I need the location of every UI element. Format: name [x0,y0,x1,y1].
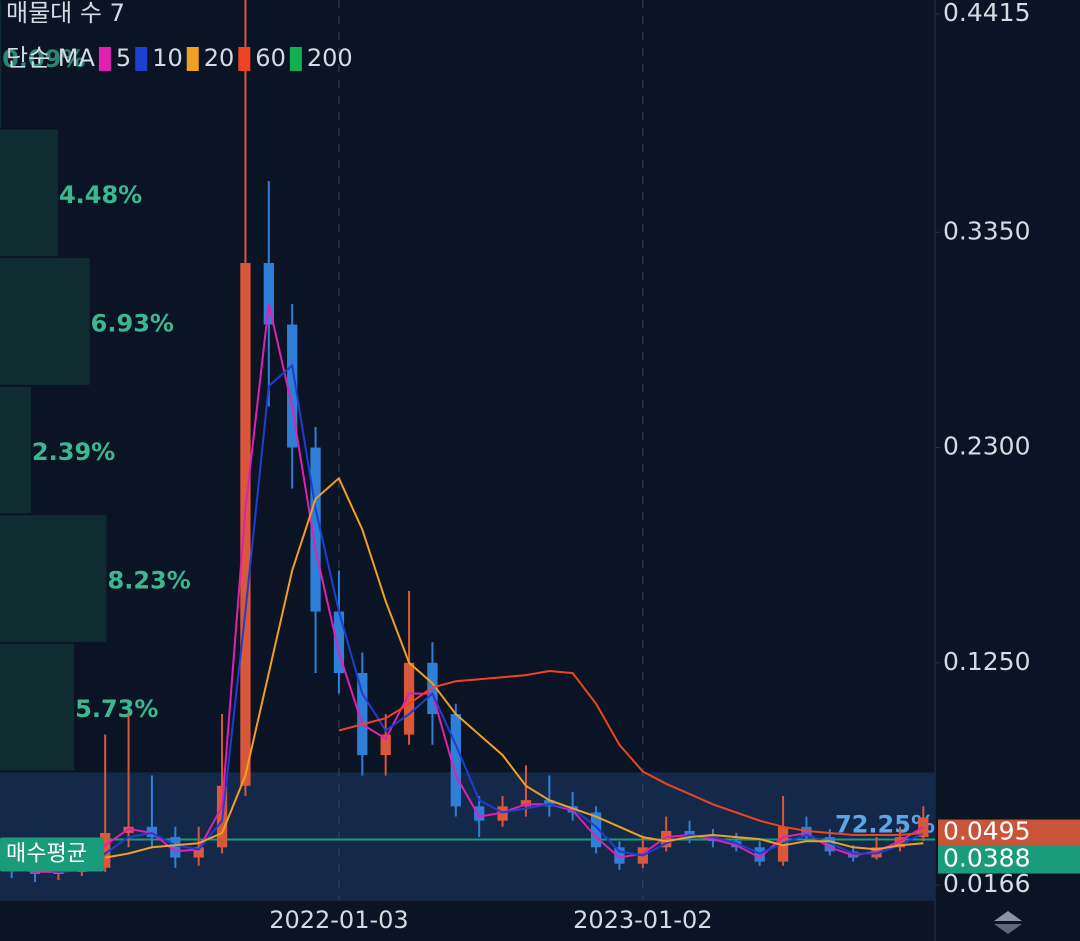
candle-body [661,830,672,848]
candle-body [146,826,158,838]
candle-body [684,830,695,838]
legend-label: 60 [255,44,286,72]
candle-body [450,714,461,807]
x-tick-label: 2022-01-03 [269,906,408,934]
volume-profile-label: 2.39% [32,438,115,466]
volume-profile-label: 0.09% [2,45,85,73]
candle-body [240,263,251,786]
candle-body [801,826,812,838]
ma-line [105,476,924,859]
candle-body [53,871,64,874]
last-price-label: 0.0495 [943,817,1030,846]
candle-body [380,734,391,756]
volume-profile-bar [0,515,107,642]
legend-swatch [135,47,148,71]
volume-profile-bar [0,258,90,385]
volume-profile-bar [0,643,75,771]
candle-body [544,800,555,807]
volume-profile-bar [0,386,31,514]
volume-profile-label: 6.93% [91,309,174,337]
volume-profile-label: 8.23% [108,567,191,595]
volume-profile-bar [0,129,58,257]
down-arrow[interactable] [994,924,1022,934]
avg-price-box [938,845,1080,874]
candle-body [474,806,485,821]
avg-price-tag [0,837,104,872]
avg-price-tag-label: 매수평균 [6,842,87,867]
volume-profile-label: 4.48% [59,181,142,209]
chart-title: 매물대 수 7 [6,0,125,27]
y-tick-label: 0.4415 [943,0,1030,27]
legend-label: 20 [204,44,235,72]
avg-price-label: 0.0388 [943,844,1030,873]
last-price-box [938,819,1080,846]
candle-body [170,837,181,858]
candle-body [287,324,298,448]
candle-body [871,847,882,858]
legend-label: 200 [307,44,353,72]
x-tick-label: 2023-01-02 [573,906,712,934]
scroll-icon[interactable] [994,911,1022,934]
ma-line [338,669,924,836]
up-arrow[interactable] [994,911,1022,921]
candle-body [357,673,368,756]
legend-label: 10 [152,44,183,72]
legend-title: 단순 MA [6,44,95,72]
y-tick-label: 0.1250 [943,647,1030,676]
candle-body [263,263,274,325]
y-tick-label: 0.0166 [943,869,1030,898]
legend-swatch [238,47,251,71]
candle-body [310,447,321,612]
candle-body [590,812,602,848]
legend-label: 5 [116,44,131,72]
candle-body [193,847,204,858]
legend-swatch [289,47,302,71]
candle-body [333,611,345,674]
volume-profile-bar [0,1,2,128]
y-tick-label: 0.3350 [943,216,1030,245]
y-tick-label: 0.2300 [943,432,1030,461]
ma-line [34,363,924,873]
legend-swatch [98,47,111,71]
candle-body [614,847,625,864]
legend-swatch [186,47,199,71]
volume-profile-label: 5.73% [75,695,158,723]
candle-body [100,832,111,868]
candle-body [403,662,415,735]
candle-body [520,800,532,807]
